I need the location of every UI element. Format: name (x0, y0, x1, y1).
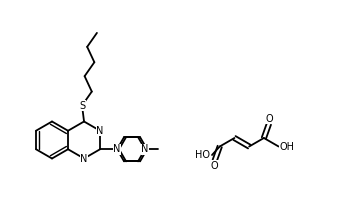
Text: N: N (113, 144, 121, 154)
Text: N: N (80, 153, 88, 164)
Text: O: O (265, 114, 273, 124)
Text: OH: OH (279, 142, 294, 151)
Text: N: N (141, 144, 149, 154)
Text: N: N (96, 126, 104, 136)
Text: S: S (79, 101, 85, 110)
Text: O: O (211, 161, 218, 170)
Text: HO: HO (196, 150, 210, 160)
